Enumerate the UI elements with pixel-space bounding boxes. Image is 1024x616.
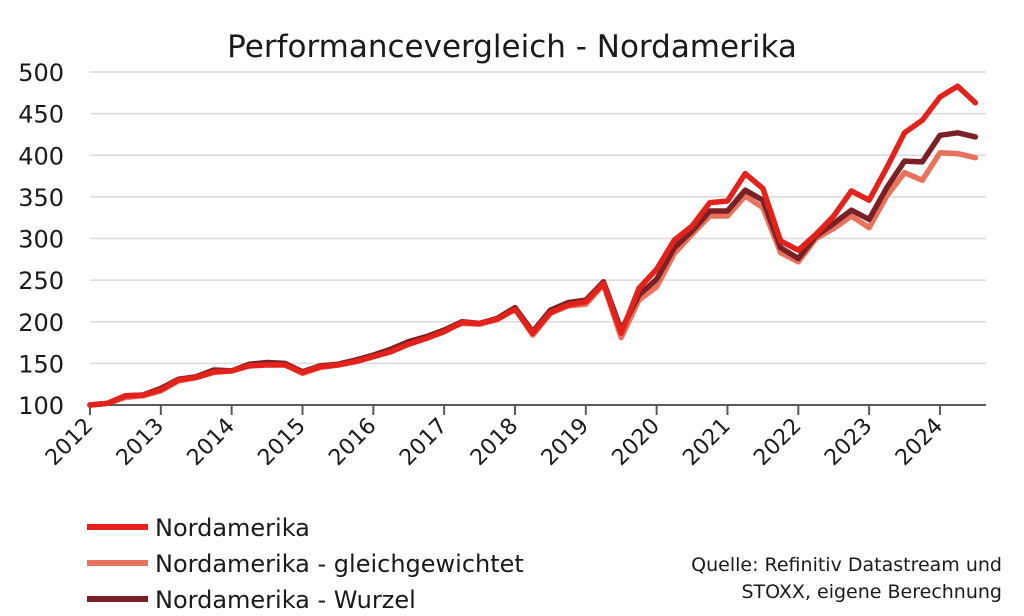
x-tick-label-2013: 2013 <box>112 414 169 471</box>
x-tick-label-2016: 2016 <box>324 414 381 471</box>
source-line-2: STOXX, eigene Berechnung <box>742 581 1003 603</box>
source-note: Quelle: Refinitiv Datastream und STOXX, … <box>691 554 1002 603</box>
legend-label-1: Nordamerika <box>155 514 310 542</box>
x-tick-label-2012: 2012 <box>41 414 98 471</box>
y-tick-label-150: 150 <box>18 350 64 378</box>
legend-item-1: Nordamerika <box>87 514 310 542</box>
series-lines <box>87 83 979 408</box>
series-line-2 <box>87 150 979 408</box>
y-axis-tick-labels: 100 150 200 250 300 350 400 450 500 <box>18 59 64 420</box>
y-tick-label-450: 450 <box>18 101 64 129</box>
legend-label-2: Nordamerika - gleichgewichtet <box>155 550 524 578</box>
y-tick-label-350: 350 <box>18 184 64 212</box>
x-tick-label-2020: 2020 <box>608 414 665 471</box>
y-tick-label-250: 250 <box>18 267 64 295</box>
legend: Nordamerika Nordamerika - gleichgewichtet… <box>87 514 524 614</box>
y-tick-label-100: 100 <box>18 392 64 420</box>
source-line-1: Quelle: Refinitiv Datastream und <box>691 554 1002 576</box>
gridlines <box>90 71 986 365</box>
legend-item-3: Nordamerika - Wurzel <box>87 586 416 614</box>
series-line-1 <box>87 83 979 408</box>
x-tick-label-2014: 2014 <box>183 414 240 471</box>
x-tick-label-2015: 2015 <box>253 414 310 471</box>
x-tick-label-2019: 2019 <box>537 414 594 471</box>
x-tick-label-2018: 2018 <box>466 414 523 471</box>
y-tick-label-300: 300 <box>18 226 64 254</box>
x-tick-label-2022: 2022 <box>749 414 806 471</box>
x-tick-label-2017: 2017 <box>395 414 452 471</box>
series-line-3 <box>87 130 979 408</box>
chart-title: Performancevergleich - Nordamerika <box>227 29 797 65</box>
x-tick-label-2021: 2021 <box>678 414 735 471</box>
y-tick-label-200: 200 <box>18 309 64 337</box>
legend-item-2: Nordamerika - gleichgewichtet <box>87 550 524 578</box>
x-axis: 2012 2013 2014 2015 2016 2017 2018 2019 2020 2021… <box>41 404 986 471</box>
x-tick-label-2023: 2023 <box>820 414 877 471</box>
legend-label-3: Nordamerika - Wurzel <box>155 586 416 614</box>
x-tick-label-2024: 2024 <box>891 414 948 471</box>
y-tick-label-500: 500 <box>18 59 64 87</box>
y-tick-label-400: 400 <box>18 142 64 170</box>
